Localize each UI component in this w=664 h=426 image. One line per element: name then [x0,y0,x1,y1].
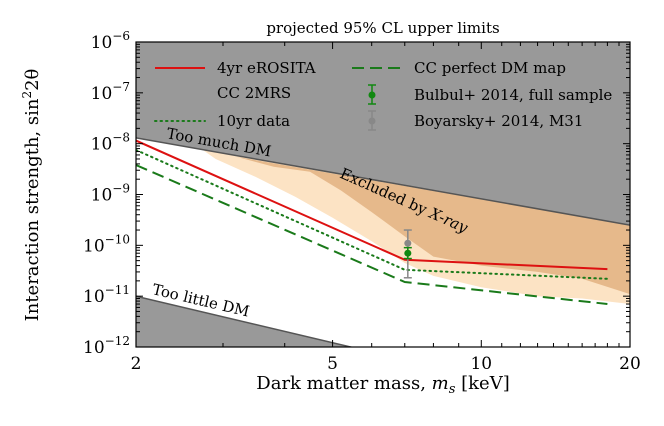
marker [404,239,412,247]
x-axis-title: Dark matter mass, ms [keV] [256,373,509,397]
y-tick-label-1e-7: 10−7 [91,80,130,104]
legend: 4yr eROSITA CC 2MRS 10yr data CC perfect… [154,59,612,131]
y-tick-label-1e-10: 10−10 [83,232,130,256]
x-tick-label-5: 5 [327,354,338,374]
region-xray-dark [236,156,630,295]
legend-marker-boyarsky [368,110,376,131]
legend-label-bulbul: Bulbul+ 2014, full sample [414,86,612,104]
boundary-too-little-dm [136,295,354,347]
region-too-much-dm [136,42,630,226]
x-tick-label-20: 20 [619,354,641,374]
y-tick-label-1e-6: 10−6 [91,29,130,53]
y-tick-label-1e-11: 10−11 [83,283,130,307]
x-tick-label-2: 2 [131,354,142,374]
marker [404,249,412,257]
legend-marker-bulbul [368,84,376,105]
series-cc-perfect-dm-map [136,164,608,305]
legend-label-cc2mrs-line1: CC 2MRS [217,84,291,102]
x-tick-label-10: 10 [470,354,492,374]
point-bulbul-full-sample [403,246,412,260]
legend-label-ccperfect: CC perfect DM map [414,59,566,77]
plot-content: Too much DM Too little DM Excluded by X-… [136,42,630,347]
legend-label-erosita: 4yr eROSITA [217,59,316,77]
chart-title: projected 95% CL upper limits [266,19,499,37]
series-cc-2mrs-10yr [136,149,609,280]
y-tick-label-1e-8: 10−8 [91,131,130,155]
boundary-too-much-dm [136,137,630,226]
y-tick-label-1e-9: 10−9 [91,182,130,206]
y-axis-title: Interaction strength, sin22θ [20,69,43,322]
region-too-little-dm [136,296,351,347]
y-tick-label-1e-12: 10−12 [83,334,130,358]
series-erosita [136,139,608,271]
legend-label-boyarsky: Boyarsky+ 2014, M31 [414,112,583,130]
legend-label-cc2mrs-line2: 10yr data [217,112,290,130]
axis-ticks [135,41,631,348]
